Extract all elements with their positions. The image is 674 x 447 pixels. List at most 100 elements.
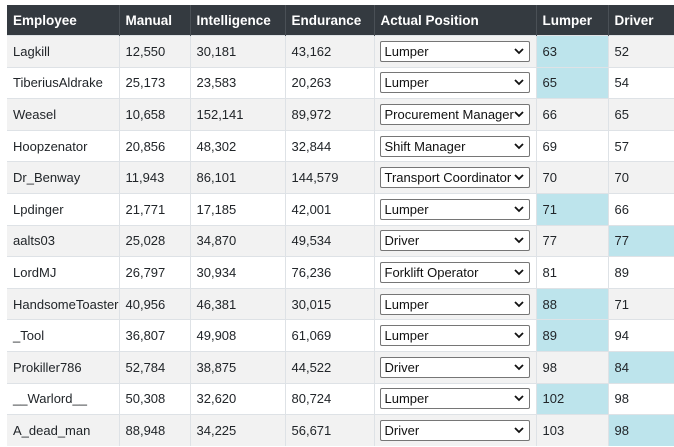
driver-cell: 84 xyxy=(608,350,674,384)
position-select[interactable]: Lumper xyxy=(379,198,530,220)
endurance-cell: 43,162 xyxy=(285,35,375,68)
endurance-cell: 76,236 xyxy=(285,256,375,289)
endurance-cell: 144,579 xyxy=(285,161,375,194)
chevron-down-icon xyxy=(513,358,525,377)
lumper-cell: 65 xyxy=(536,66,609,99)
lumper-cell: 81 xyxy=(536,256,609,289)
intelligence-cell: 17,185 xyxy=(190,192,286,226)
employee-cell: aalts03 xyxy=(7,224,120,257)
header-actual-position[interactable]: Actual Position xyxy=(374,5,537,36)
header-manual[interactable]: Manual xyxy=(119,5,191,36)
lumper-cell: 63 xyxy=(536,35,609,68)
position-select[interactable]: Driver xyxy=(379,419,530,441)
employee-cell: _Tool xyxy=(7,319,120,352)
position-select-value: Lumper xyxy=(384,201,429,217)
table-row: Hoopzenator 20,856 48,302 32,844 Shift Manag… xyxy=(7,129,674,162)
position-select[interactable]: Lumper xyxy=(379,72,530,94)
driver-cell: 77 xyxy=(608,224,674,257)
driver-cell: 57 xyxy=(608,129,674,162)
position-select[interactable]: Driver xyxy=(379,230,530,252)
position-select[interactable]: Procurement Manager xyxy=(379,103,530,125)
endurance-cell: 49,534 xyxy=(285,224,375,257)
intelligence-cell: 30,181 xyxy=(190,35,286,68)
table-row: aalts03 25,028 34,870 49,534 Driver 77 77 xyxy=(7,224,674,257)
driver-cell: 52 xyxy=(608,35,674,68)
position-select-value: Driver xyxy=(384,233,420,249)
position-select-value: Lumper xyxy=(384,75,429,91)
header-intelligence[interactable]: Intelligence xyxy=(190,5,286,36)
position-select[interactable]: Lumper xyxy=(379,293,530,315)
table-row: LordMJ 26,797 30,934 76,236 Forklift Operato… xyxy=(7,256,674,289)
position-select-value: Driver xyxy=(384,422,420,438)
position-select-value: Shift Manager xyxy=(384,138,466,154)
position-cell: Driver xyxy=(374,414,537,446)
position-select[interactable]: Lumper xyxy=(379,40,530,62)
header-endurance[interactable]: Endurance xyxy=(285,5,375,36)
chevron-down-icon xyxy=(513,73,525,92)
position-cell: Driver xyxy=(374,350,537,384)
position-cell: Lumper xyxy=(374,287,537,320)
manual-cell: 11,943 xyxy=(119,161,191,194)
employee-cell: Weasel xyxy=(7,98,120,131)
position-select-value: Driver xyxy=(384,359,420,375)
table-row: __Warlord__ 50,308 32,620 80,724 Lumper 102 98 xyxy=(7,382,674,415)
lumper-cell: 89 xyxy=(536,319,609,352)
employee-table: Employee Manual Intelligence Endurance A… xyxy=(7,5,674,446)
driver-cell: 54 xyxy=(608,66,674,99)
manual-cell: 21,771 xyxy=(119,192,191,226)
table-row: Lpdinger 21,771 17,185 42,001 Lumper 71 66 xyxy=(7,192,674,226)
header-employee[interactable]: Employee xyxy=(7,5,120,36)
chevron-down-icon xyxy=(513,105,525,124)
lumper-cell: 102 xyxy=(536,382,609,415)
position-select-value: Transport Coordinator xyxy=(384,170,512,186)
intelligence-cell: 34,870 xyxy=(190,224,286,257)
intelligence-cell: 32,620 xyxy=(190,382,286,415)
intelligence-cell: 34,225 xyxy=(190,414,286,446)
employee-cell: Lpdinger xyxy=(7,192,120,226)
employee-cell: Lagkill xyxy=(7,35,120,68)
position-select[interactable]: Transport Coordinator xyxy=(379,167,530,189)
header-lumper[interactable]: Lumper xyxy=(536,5,609,36)
chevron-down-icon xyxy=(513,231,525,250)
endurance-cell: 80,724 xyxy=(285,382,375,415)
position-cell: Transport Coordinator xyxy=(374,161,537,194)
header-row: Employee Manual Intelligence Endurance A… xyxy=(7,5,674,36)
manual-cell: 52,784 xyxy=(119,350,191,384)
table-row: A_dead_man 88,948 34,225 56,671 Driver 103 98 xyxy=(7,414,674,446)
lumper-cell: 69 xyxy=(536,129,609,162)
position-select-value: Procurement Manager xyxy=(384,106,514,122)
employee-cell: Prokiller786 xyxy=(7,350,120,384)
header-driver[interactable]: Driver xyxy=(608,5,674,36)
driver-cell: 70 xyxy=(608,161,674,194)
intelligence-cell: 23,583 xyxy=(190,66,286,99)
lumper-cell: 103 xyxy=(536,414,609,446)
position-cell: Lumper xyxy=(374,66,537,99)
chevron-down-icon xyxy=(513,200,525,219)
lumper-cell: 70 xyxy=(536,161,609,194)
manual-cell: 88,948 xyxy=(119,414,191,446)
employee-cell: Hoopzenator xyxy=(7,129,120,162)
intelligence-cell: 38,875 xyxy=(190,350,286,384)
position-select[interactable]: Lumper xyxy=(379,388,530,410)
position-select[interactable]: Shift Manager xyxy=(379,135,530,157)
position-select-value: Lumper xyxy=(384,43,429,59)
endurance-cell: 56,671 xyxy=(285,414,375,446)
table-row: Lagkill 12,550 30,181 43,162 Lumper 63 52 xyxy=(7,35,674,68)
position-select[interactable]: Forklift Operator xyxy=(379,261,530,283)
manual-cell: 50,308 xyxy=(119,382,191,415)
table-row: TiberiusAldrake 25,173 23,583 20,263 Lumper 6… xyxy=(7,66,674,99)
endurance-cell: 32,844 xyxy=(285,129,375,162)
position-cell: Lumper xyxy=(374,382,537,415)
manual-cell: 26,797 xyxy=(119,256,191,289)
position-select-value: Lumper xyxy=(384,391,429,407)
manual-cell: 25,028 xyxy=(119,224,191,257)
employee-cell: TiberiusAldrake xyxy=(7,66,120,99)
manual-cell: 10,658 xyxy=(119,98,191,131)
manual-cell: 40,956 xyxy=(119,287,191,320)
position-select[interactable]: Lumper xyxy=(379,325,530,347)
position-select[interactable]: Driver xyxy=(379,356,530,378)
employee-cell: A_dead_man xyxy=(7,414,120,446)
chevron-down-icon xyxy=(513,421,525,440)
manual-cell: 20,856 xyxy=(119,129,191,162)
driver-cell: 94 xyxy=(608,319,674,352)
